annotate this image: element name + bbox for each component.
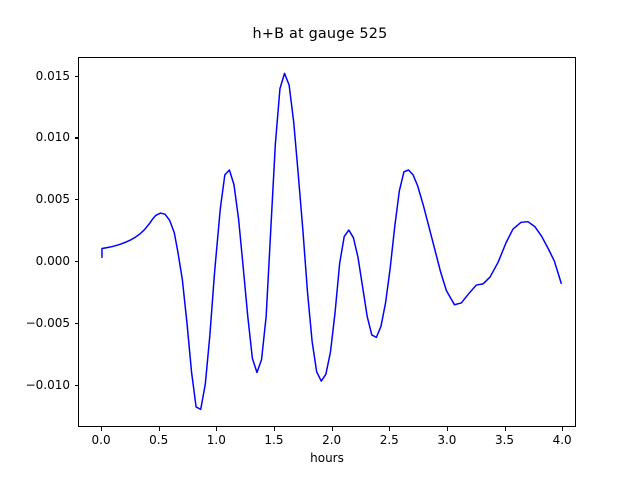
x-tick-mark (389, 427, 391, 431)
chart-title: h+B at gauge 525 (252, 26, 388, 42)
x-tick-mark (504, 427, 506, 431)
y-tick-mark (74, 261, 78, 263)
x-tick-mark (273, 427, 276, 431)
plot-area (78, 57, 576, 427)
y-tick-label: −0.010 (25, 377, 70, 392)
x-tick-label: 4.0 (552, 433, 572, 447)
x-tick-mark (446, 427, 448, 431)
y-tick-mark (74, 199, 78, 201)
x-tick-label: 3.5 (494, 433, 515, 447)
x-tick-mark (331, 427, 333, 431)
data-curve (101, 72, 562, 411)
x-tick-label: 2.5 (379, 433, 399, 447)
x-tick-mark (216, 427, 218, 431)
x-tick-label: 1.5 (264, 433, 284, 447)
y-tick-label: 0.010 (35, 130, 70, 145)
x-tick-label: 0.0 (91, 433, 111, 447)
x-tick-label: 2.0 (322, 433, 342, 447)
y-tick-label: −0.005 (25, 316, 70, 331)
y-tick-label: 0.005 (35, 192, 70, 207)
x-tick-mark (101, 427, 103, 431)
y-tick-mark (74, 75, 78, 77)
x-tick-label: 3.0 (437, 433, 457, 447)
y-tick-mark (74, 323, 78, 325)
x-tick-label: 0.5 (149, 433, 169, 447)
x-tick-label: 1.0 (206, 433, 226, 447)
y-tick-label: 0.015 (35, 68, 70, 83)
x-tick-mark (158, 427, 160, 431)
y-tick-mark (74, 384, 78, 387)
x-tick-mark (562, 427, 564, 431)
y-tick-mark (74, 137, 78, 139)
y-tick-label: 0.000 (35, 254, 70, 269)
x-axis-label: hours (310, 451, 344, 465)
